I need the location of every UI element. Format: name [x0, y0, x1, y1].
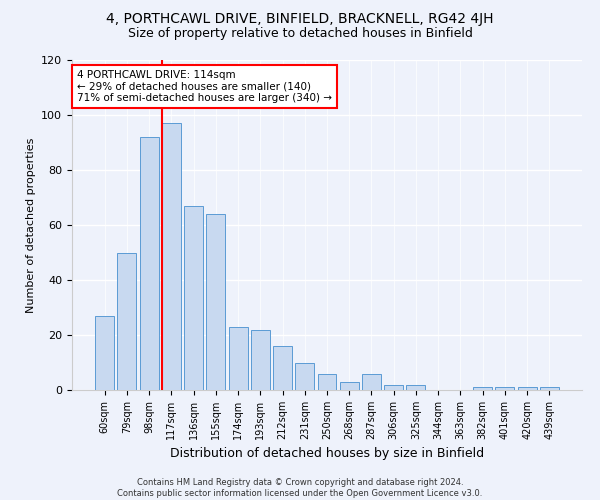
- Bar: [162, 123, 181, 390]
- X-axis label: Distribution of detached houses by size in Binfield: Distribution of detached houses by size …: [170, 448, 484, 460]
- Bar: [229, 327, 248, 390]
- Text: 4, PORTHCAWL DRIVE, BINFIELD, BRACKNELL, RG42 4JH: 4, PORTHCAWL DRIVE, BINFIELD, BRACKNELL,…: [106, 12, 494, 26]
- Text: Contains HM Land Registry data © Crown copyright and database right 2024.
Contai: Contains HM Land Registry data © Crown c…: [118, 478, 482, 498]
- Bar: [540, 387, 559, 390]
- Bar: [273, 346, 292, 390]
- Bar: [406, 384, 425, 390]
- Bar: [295, 362, 314, 390]
- Bar: [95, 316, 114, 390]
- Bar: [384, 384, 403, 390]
- Bar: [518, 387, 536, 390]
- Bar: [496, 387, 514, 390]
- Y-axis label: Number of detached properties: Number of detached properties: [26, 138, 35, 312]
- Bar: [118, 252, 136, 390]
- Bar: [473, 387, 492, 390]
- Bar: [140, 137, 158, 390]
- Bar: [362, 374, 381, 390]
- Bar: [184, 206, 203, 390]
- Text: Size of property relative to detached houses in Binfield: Size of property relative to detached ho…: [128, 28, 472, 40]
- Bar: [340, 382, 359, 390]
- Bar: [251, 330, 270, 390]
- Text: 4 PORTHCAWL DRIVE: 114sqm
← 29% of detached houses are smaller (140)
71% of semi: 4 PORTHCAWL DRIVE: 114sqm ← 29% of detac…: [77, 70, 332, 103]
- Bar: [206, 214, 225, 390]
- Bar: [317, 374, 337, 390]
